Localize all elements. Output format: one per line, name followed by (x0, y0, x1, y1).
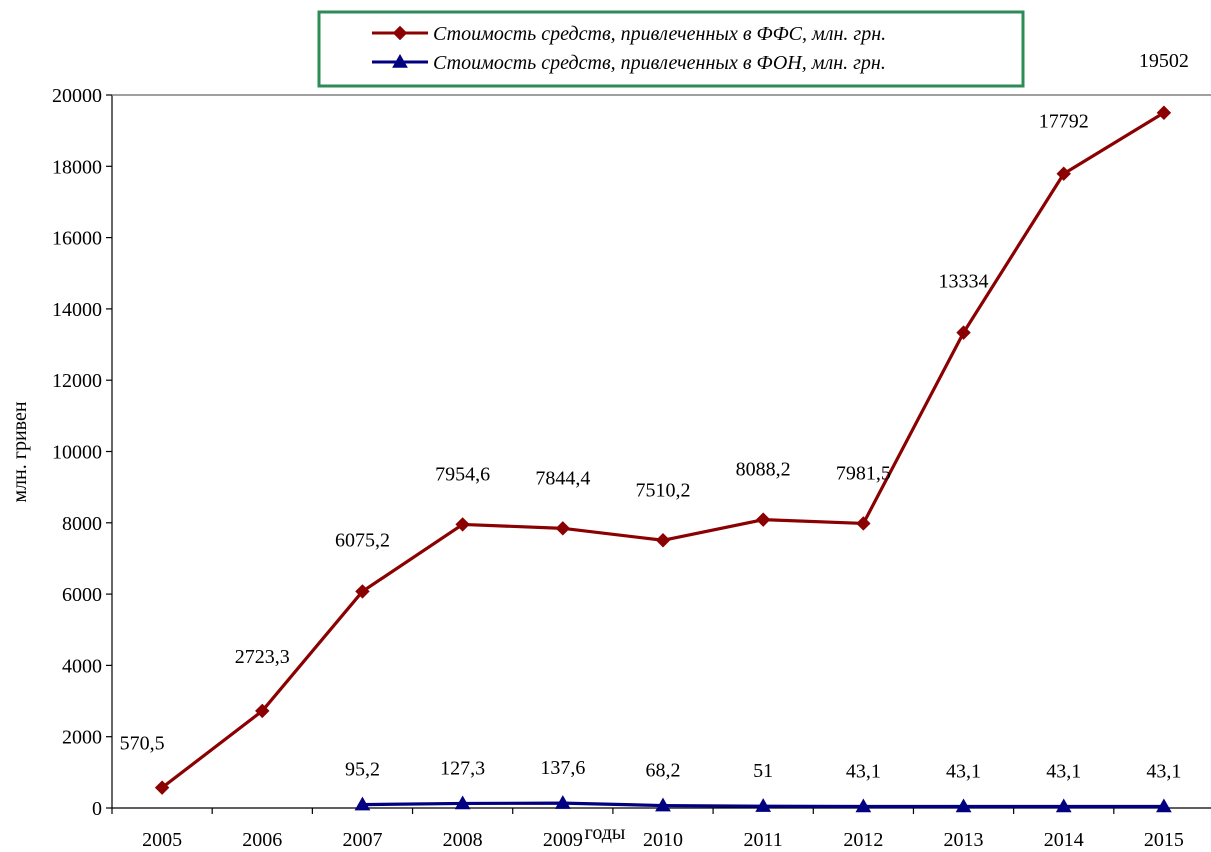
data-label: 7510,2 (636, 479, 691, 501)
data-point (1156, 105, 1172, 120)
x-tick-label: 2009 (543, 829, 583, 851)
y-tick-label: 8000 (62, 513, 102, 535)
legend-marker (392, 53, 408, 68)
y-axis-title: млн. гривен (9, 401, 31, 502)
data-label: 137,6 (540, 757, 585, 779)
data-label: 13334 (939, 271, 989, 293)
data-label: 68,2 (646, 760, 681, 782)
data-point (1056, 166, 1071, 181)
data-point (855, 798, 872, 813)
data-point (455, 517, 470, 532)
data-point (154, 780, 170, 795)
y-tick-label: 18000 (52, 156, 102, 178)
data-label: 43,1 (846, 760, 881, 782)
data-label: 7844,4 (535, 467, 590, 489)
x-tick-label: 2012 (843, 829, 883, 851)
legend-label: Стоимость средств, привлеченных в ФФС, м… (433, 23, 886, 45)
data-point (555, 521, 571, 536)
data-label: 43,1 (1046, 760, 1081, 782)
series-layer (154, 105, 1172, 813)
axes: 0 2000 4000 6000 8000 10000 12000 14000 16000 180… (52, 85, 1211, 851)
legend-box (317, 10, 1025, 88)
x-tick-label: 2015 (1144, 829, 1184, 851)
data-point (554, 795, 571, 809)
data-label: 2723,3 (235, 646, 290, 668)
data-label: 7981,5 (836, 462, 891, 484)
data-point (1055, 798, 1072, 813)
data-label: 8088,2 (736, 459, 791, 481)
data-label: 95,2 (345, 759, 380, 781)
data-label: 127,3 (440, 757, 485, 779)
x-tick-label: 2005 (142, 829, 182, 851)
x-axis-title: годы (585, 822, 626, 844)
data-point (655, 797, 671, 812)
data-label: 51 (753, 760, 773, 782)
data-point (956, 325, 971, 340)
y-tick-label: 20000 (52, 85, 102, 107)
y-tick-label: 2000 (62, 727, 102, 749)
y-tick-label: 16000 (52, 228, 102, 250)
y-tick-label: 0 (92, 798, 102, 820)
y-tick-label: 10000 (52, 442, 102, 464)
data-point (355, 584, 370, 599)
data-point (755, 798, 772, 812)
data-point (1156, 798, 1172, 813)
series-line (161, 111, 1165, 789)
data-label: 570,5 (120, 733, 165, 755)
data-point (856, 516, 871, 531)
y-tick-label: 14000 (52, 299, 102, 321)
x-tick-label: 2007 (342, 829, 382, 851)
x-tick-label: 2008 (443, 829, 483, 851)
x-tick-label: 2006 (242, 829, 282, 851)
legend-marker (392, 25, 408, 41)
data-point (255, 703, 270, 719)
data-label: 17792 (1039, 111, 1089, 133)
data-point (755, 512, 771, 527)
x-tick-label: 2014 (1044, 829, 1084, 851)
y-tick-label: 12000 (52, 370, 102, 392)
data-point (655, 533, 671, 548)
x-tick-label: 2013 (944, 829, 984, 851)
y-tick-label: 6000 (62, 584, 102, 606)
data-label: 43,1 (1146, 760, 1181, 782)
x-tick-label: 2011 (744, 829, 783, 851)
data-point (955, 798, 972, 813)
data-label: 19502 (1139, 50, 1189, 72)
data-label: 43,1 (946, 760, 981, 782)
data-label: 6075,2 (335, 529, 390, 551)
legend: Стоимость средств, привлеченных в ФФС, м… (317, 10, 1025, 88)
legend-label: Стоимость средств, привлеченных в ФОН, м… (433, 52, 886, 74)
data-label: 7954,6 (435, 463, 490, 485)
y-tick-label: 4000 (62, 655, 102, 677)
data-labels: 570,5 2723,3 6075,2 7954,6 7844,4 7510,2 8088,… (120, 50, 1189, 783)
x-tick-label: 2010 (643, 829, 683, 851)
data-point (354, 796, 371, 811)
data-point (454, 795, 471, 810)
